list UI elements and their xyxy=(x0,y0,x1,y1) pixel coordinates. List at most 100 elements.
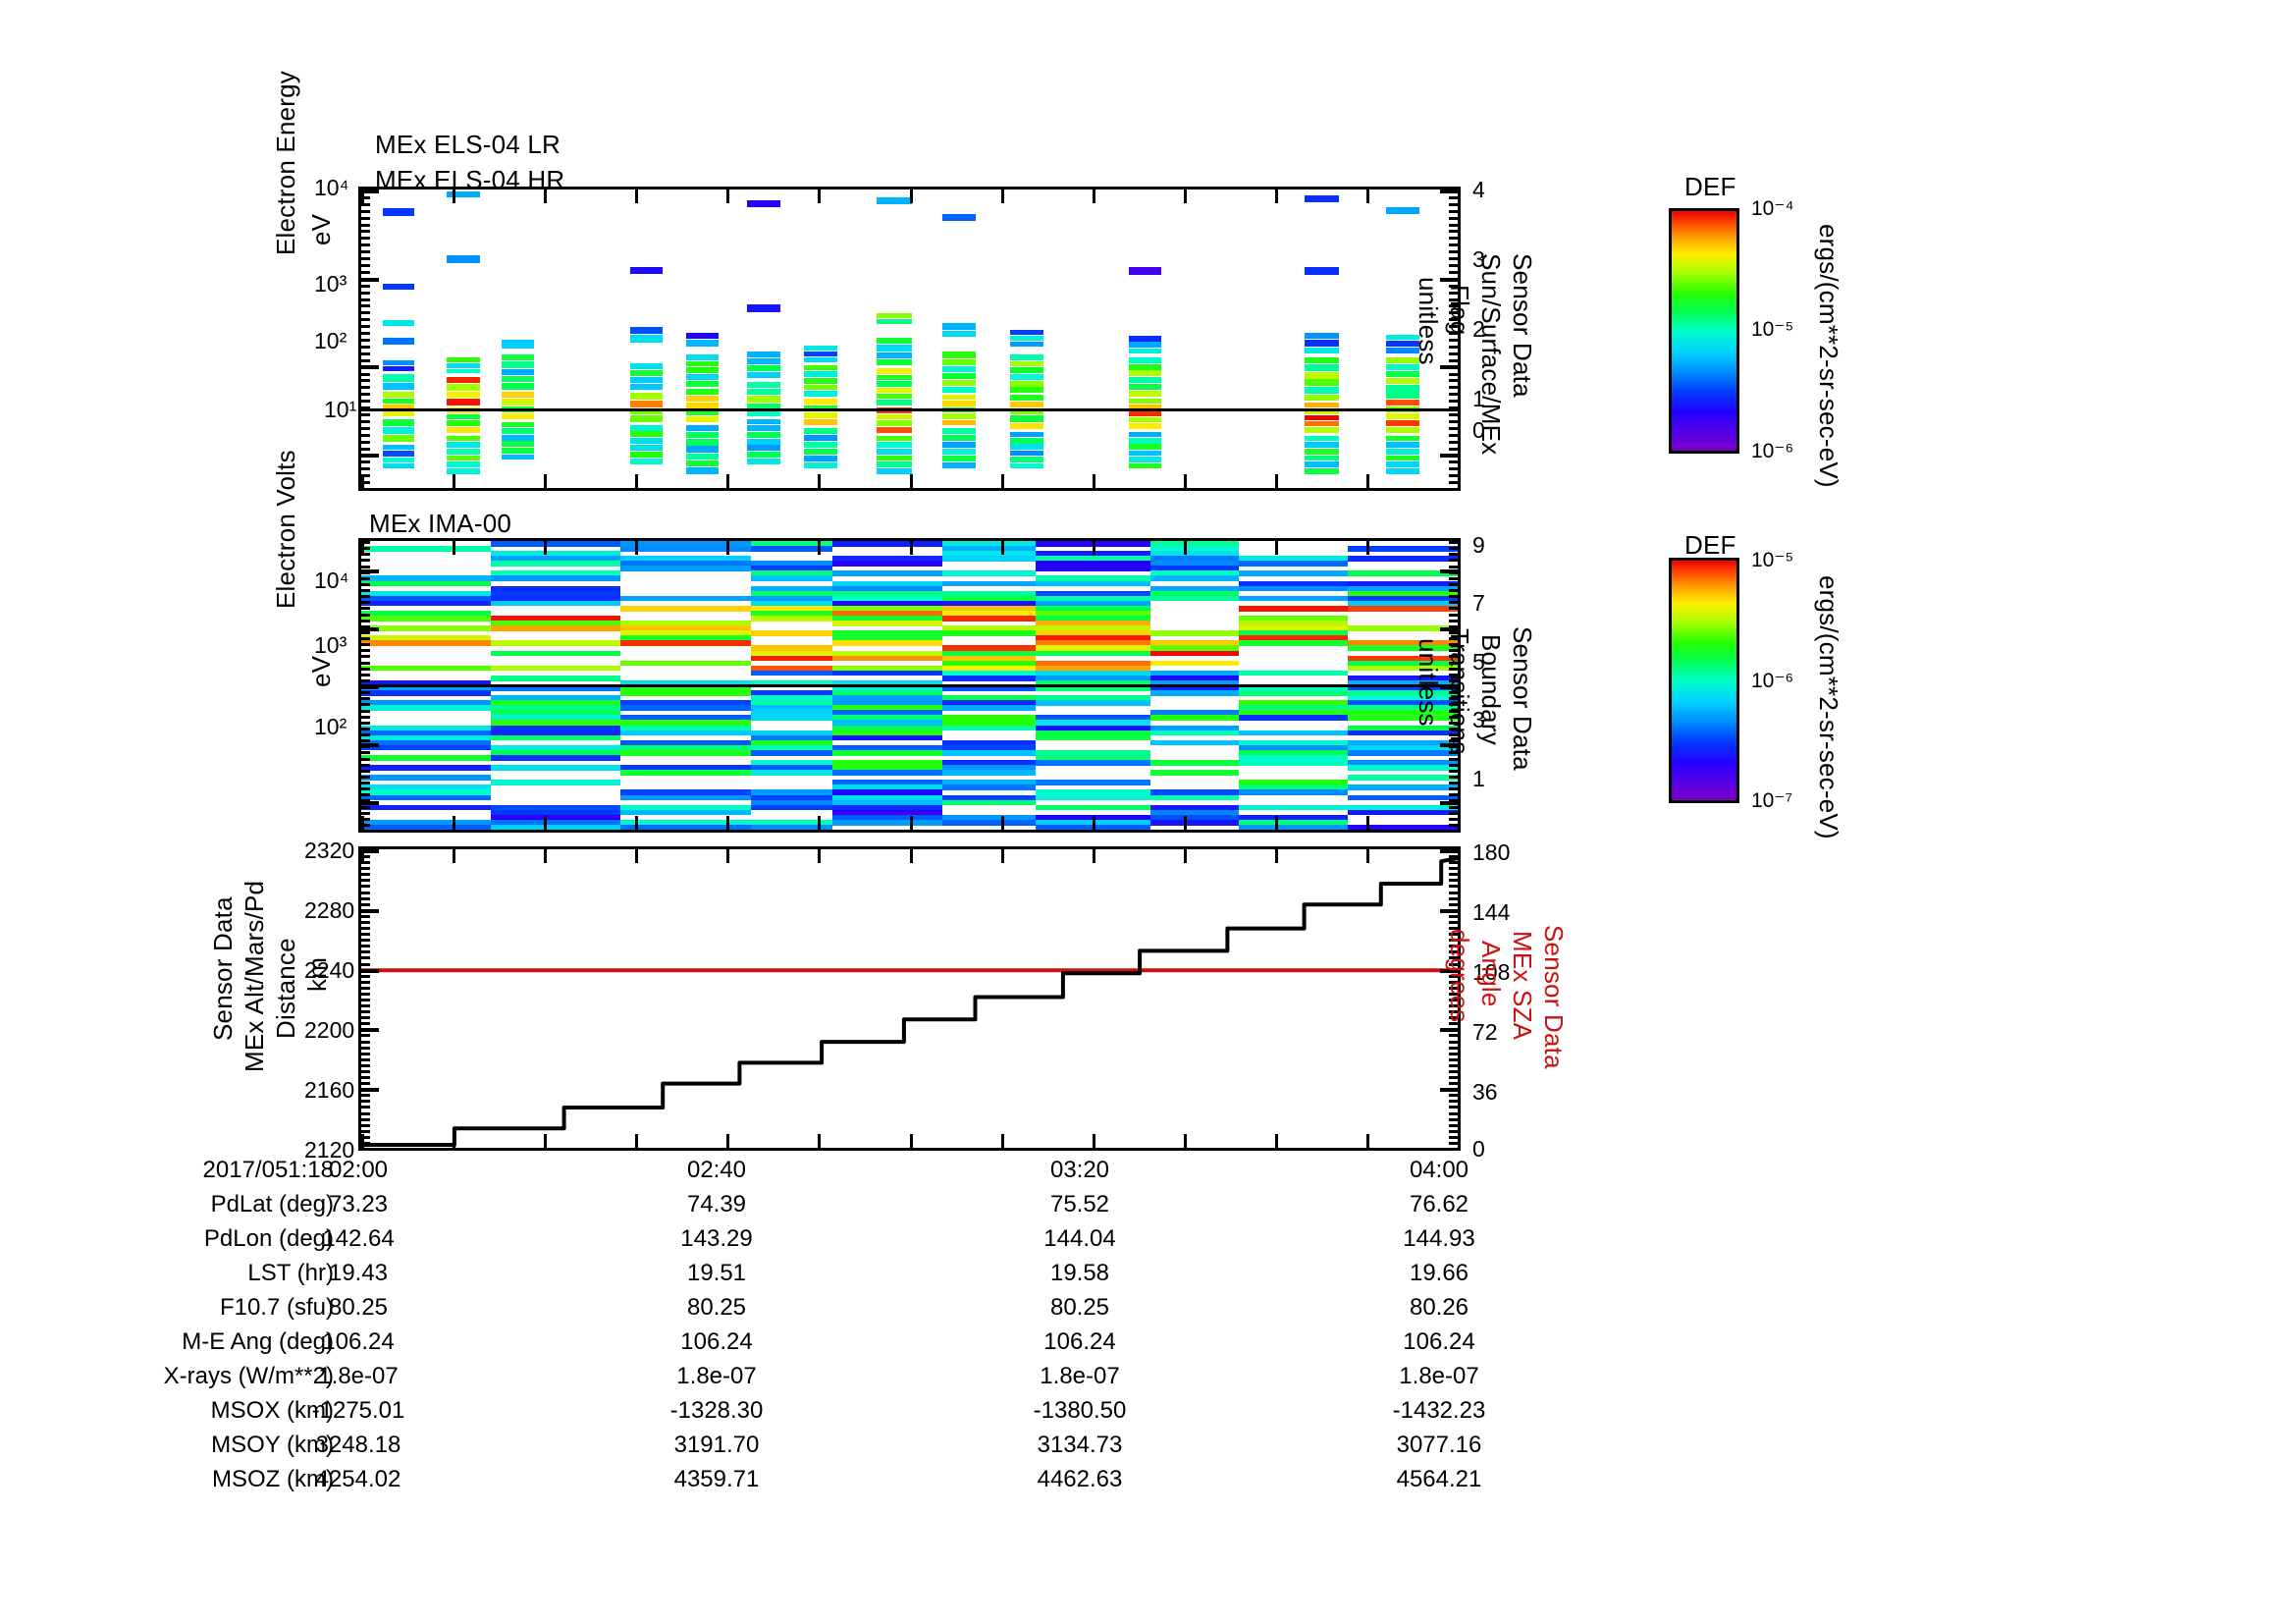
table-cell: 03:20 xyxy=(1049,1157,1110,1183)
table-cell: 4359.71 xyxy=(673,1466,760,1492)
colorbar2-title: DEF xyxy=(1684,530,1736,560)
spectrogram-column xyxy=(942,189,976,488)
colorbar2-mid-tick: 10⁻⁶ xyxy=(1751,670,1794,692)
spectrogram-column xyxy=(685,189,720,488)
table-row-label: F10.7 (sfu) xyxy=(219,1294,334,1321)
spectrogram-column xyxy=(804,189,837,488)
panel1-title-lr: MEx ELS-04 LR xyxy=(375,130,561,159)
altitude-line xyxy=(361,856,1458,1147)
panel3-rtick-3: 72 xyxy=(1472,1019,1498,1045)
panel1-rtick-3: 1 xyxy=(1472,386,1485,411)
table-cell: 4564.21 xyxy=(1396,1466,1482,1492)
panel3-line-plot[interactable] xyxy=(358,846,1461,1151)
colorbar1-mid-tick: 10⁻⁵ xyxy=(1751,318,1794,341)
ima-block xyxy=(619,541,751,830)
colorbar1-top-tick: 10⁻⁴ xyxy=(1751,197,1794,220)
spectrogram-column xyxy=(747,189,780,488)
table-cell: -1275.01 xyxy=(311,1397,405,1424)
table-cell: 143.29 xyxy=(680,1225,753,1252)
table-cell: 3077.16 xyxy=(1396,1432,1482,1458)
boundary-overlay-line xyxy=(361,683,1458,687)
table-row-label: X-rays (W/m**2) xyxy=(163,1363,334,1389)
table-cell: 04:00 xyxy=(1409,1157,1469,1183)
panel3-rtick-4: 36 xyxy=(1472,1079,1498,1105)
table-cell: 1.8e-07 xyxy=(318,1363,399,1389)
table-cell: 4254.02 xyxy=(315,1466,401,1492)
panel1-ytick-0: 10⁴ xyxy=(314,175,349,200)
panel2-ytick-0: 10⁴ xyxy=(314,568,349,593)
table-cell: -1328.30 xyxy=(669,1397,764,1424)
table-row-label: PdLon (deg) xyxy=(203,1225,334,1252)
table-row-label: 2017/051:18 xyxy=(202,1157,334,1183)
spectrogram-column xyxy=(876,189,912,488)
spectrogram-column xyxy=(629,189,664,488)
table-row-label: MSOY (km) xyxy=(211,1432,334,1458)
ima-block xyxy=(361,541,491,830)
panel2-rtick-3: 3 xyxy=(1472,707,1485,732)
table-cell: 106.24 xyxy=(1043,1328,1116,1355)
table-cell: 02:00 xyxy=(328,1157,389,1183)
table-cell: 80.25 xyxy=(686,1294,747,1321)
table-cell: -1432.23 xyxy=(1392,1397,1486,1424)
panel2-rtick-4: 1 xyxy=(1472,766,1485,791)
panel2-ytick-1: 10³ xyxy=(314,632,347,658)
table-cell: 73.23 xyxy=(328,1191,389,1217)
panel3-ytick-3: 2200 xyxy=(304,1017,355,1043)
panel2-ytick-2: 10² xyxy=(314,714,347,739)
spectrogram-column xyxy=(383,189,414,488)
table-cell: -1380.50 xyxy=(1033,1397,1127,1424)
table-row-label: M-E Ang (deg) xyxy=(182,1328,334,1355)
table-cell: 1.8e-07 xyxy=(1399,1363,1479,1389)
ima-block xyxy=(942,541,1036,830)
table-cell: 106.24 xyxy=(322,1328,395,1355)
table-row-label: MSOX (km) xyxy=(210,1397,334,1424)
ima-block xyxy=(1238,541,1349,830)
table-row-label: PdLat (deg) xyxy=(210,1191,334,1217)
table-cell: 3134.73 xyxy=(1037,1432,1123,1458)
ima-block xyxy=(750,541,833,830)
panel1-rtick-2: 2 xyxy=(1472,316,1485,342)
ima-block xyxy=(832,541,942,830)
colorbar2-bottom-tick: 10⁻⁷ xyxy=(1751,789,1793,812)
table-cell: 19.58 xyxy=(1049,1260,1110,1286)
panel1-spectrogram[interactable] xyxy=(358,187,1461,491)
spectrogram-column xyxy=(1128,189,1162,488)
table-cell: 80.25 xyxy=(1049,1294,1110,1321)
colorbar1 xyxy=(1669,208,1739,454)
panel3-rtick-5: 0 xyxy=(1472,1136,1485,1162)
table-cell: 19.66 xyxy=(1409,1260,1469,1286)
table-cell: 142.64 xyxy=(322,1225,395,1252)
spectrogram-column xyxy=(1010,189,1043,488)
ima-block xyxy=(1035,541,1151,830)
table-cell: 1.8e-07 xyxy=(676,1363,757,1389)
spectrogram-column xyxy=(447,189,480,488)
panel3-rtick-1: 144 xyxy=(1472,899,1511,925)
table-cell: 144.04 xyxy=(1043,1225,1116,1252)
table-row-label: LST (hr) xyxy=(247,1260,334,1286)
table-cell: 76.62 xyxy=(1409,1191,1469,1217)
panel1-ytick-2: 10² xyxy=(314,328,347,353)
table-cell: 80.26 xyxy=(1409,1294,1469,1321)
table-cell: 3248.18 xyxy=(315,1432,401,1458)
panel3-ytick-5: 2120 xyxy=(304,1137,355,1163)
panel2-rtick-2: 5 xyxy=(1472,649,1485,675)
flag-overlay-line xyxy=(361,408,1458,412)
panel1-ytick-3: 10¹ xyxy=(324,397,357,422)
panel2-spectrogram[interactable] xyxy=(358,538,1461,833)
table-cell: 19.43 xyxy=(328,1260,389,1286)
ima-block xyxy=(490,541,620,830)
table-cell: 3191.70 xyxy=(673,1432,760,1458)
panel2-rtick-0: 9 xyxy=(1472,532,1485,558)
panel1-rtick-1: 3 xyxy=(1472,246,1485,272)
panel3-ytick-2: 2240 xyxy=(304,957,355,983)
spectrogram-column xyxy=(501,189,535,488)
table-cell: 106.24 xyxy=(1403,1328,1475,1355)
table-cell: 1.8e-07 xyxy=(1040,1363,1120,1389)
colorbar2-top-tick: 10⁻⁵ xyxy=(1751,549,1794,571)
colorbar1-title: DEF xyxy=(1684,172,1736,201)
table-cell: 80.25 xyxy=(328,1294,389,1321)
ima-block xyxy=(1348,541,1458,830)
panel3-ytick-1: 2280 xyxy=(304,897,355,923)
colorbar1-bottom-tick: 10⁻⁶ xyxy=(1751,440,1794,462)
panel2-title: MEx IMA-00 xyxy=(369,509,512,538)
